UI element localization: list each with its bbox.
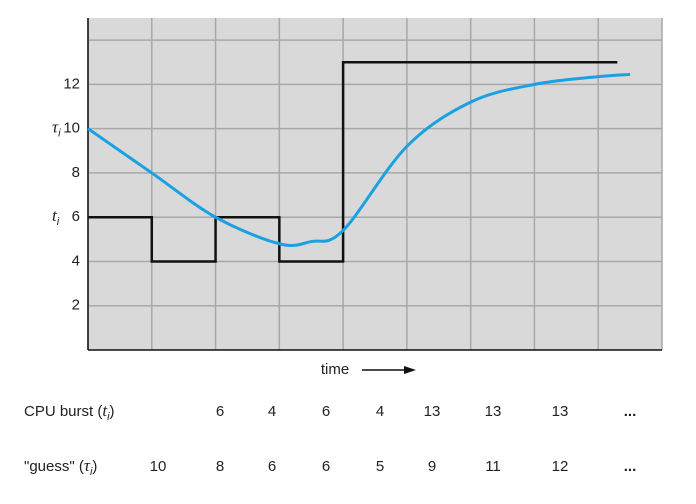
cell: 5 xyxy=(376,458,384,475)
label-text: ) xyxy=(92,458,97,475)
x-axis-label: time xyxy=(321,361,349,378)
label-text: CPU burst ( xyxy=(24,403,102,420)
cell: 13 xyxy=(485,403,502,420)
cell: 6 xyxy=(268,458,276,475)
label-subscript: i xyxy=(90,466,93,478)
y-tick-label: 4 xyxy=(72,252,80,269)
step-line xyxy=(88,61,618,263)
cell: ... xyxy=(624,458,637,475)
y-annotation: ti xyxy=(52,206,60,228)
cell: 10 xyxy=(150,458,167,475)
y-tick-label: 10 xyxy=(63,120,80,137)
cell: 9 xyxy=(428,458,436,475)
label-symbol: τ xyxy=(84,456,91,475)
y-tick-label: 12 xyxy=(63,75,80,92)
y-tick-label: 2 xyxy=(72,297,80,314)
curve xyxy=(87,72,631,247)
annotation-symbol: τ xyxy=(52,118,59,137)
cell: 13 xyxy=(424,403,441,420)
cell: 6 xyxy=(322,403,330,420)
cell: 13 xyxy=(552,403,569,420)
row-label: CPU burst (ti) xyxy=(24,401,115,423)
cell: 4 xyxy=(376,403,384,420)
cell: 8 xyxy=(216,458,224,475)
annotation-subscript: i xyxy=(57,216,60,228)
annotation-subscript: i xyxy=(58,128,61,140)
cell: 6 xyxy=(216,403,224,420)
label-symbol: t xyxy=(102,401,108,420)
cell: 12 xyxy=(552,458,569,475)
label-text: ) xyxy=(110,403,115,420)
y-annotation: τi xyxy=(52,118,61,140)
label-subscript: i xyxy=(107,411,110,423)
time-arrowhead xyxy=(404,366,416,374)
y-tick-label: 8 xyxy=(72,164,80,181)
y-tick-label: 6 xyxy=(72,208,80,225)
label-text: "guess" ( xyxy=(24,458,84,475)
cell: 6 xyxy=(322,458,330,475)
cell: ... xyxy=(624,403,637,420)
cell: 11 xyxy=(485,458,501,475)
row-label: "guess" (τi) xyxy=(24,456,97,478)
cell: 4 xyxy=(268,403,276,420)
annotation-symbol: t xyxy=(52,206,58,225)
plot-area xyxy=(88,18,662,350)
